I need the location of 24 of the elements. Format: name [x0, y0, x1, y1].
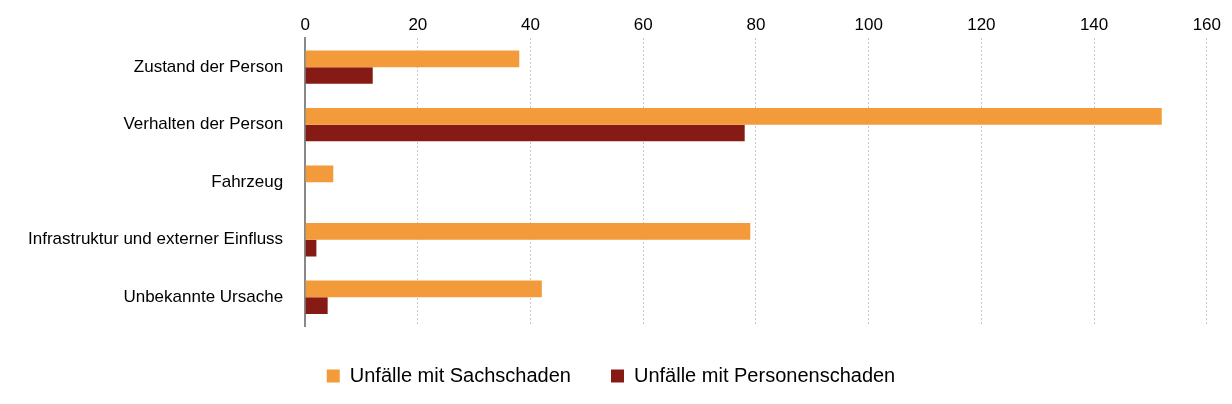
x-tick-label: 0: [300, 14, 310, 34]
y-tick-label: Unbekannte Ursache: [123, 286, 284, 306]
bar: [305, 297, 328, 314]
x-tick-label: 100: [854, 14, 883, 34]
bar: [305, 280, 542, 298]
bar: [305, 50, 520, 68]
legend-label: Unfälle mit Personenschaden: [633, 363, 896, 386]
bar: [305, 108, 1162, 125]
bar: [305, 124, 745, 142]
y-tick-label: Verhalten der Person: [123, 114, 284, 134]
x-tick-label: 120: [967, 14, 996, 34]
x-tick-label: 160: [1192, 14, 1222, 34]
bar: [305, 67, 373, 84]
x-tick-label: 60: [633, 14, 653, 34]
bar: [305, 165, 334, 183]
bar: [305, 223, 751, 240]
y-tick-label: Fahrzeug: [211, 171, 284, 191]
y-tick-label: Zustand der Person: [133, 56, 284, 76]
y-tick-label: Infrastruktur und externer Einfluss: [27, 229, 284, 249]
x-tick-label: 80: [746, 14, 766, 34]
legend-label: Unfälle mit Sachschaden: [349, 363, 571, 386]
x-tick-label: 40: [521, 14, 540, 34]
x-tick-label: 140: [1079, 14, 1109, 34]
x-tick-label: 20: [408, 14, 428, 34]
